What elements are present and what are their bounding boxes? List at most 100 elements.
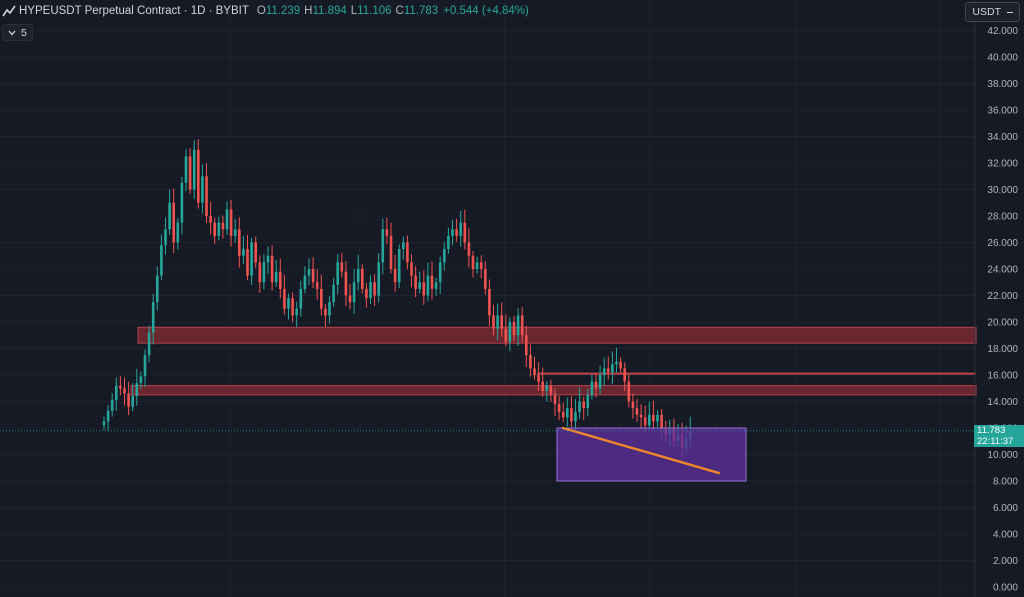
- change-value: +0.544 (+4.84%): [443, 5, 529, 17]
- candle-body: [143, 355, 147, 377]
- low-value: 11.106: [357, 5, 392, 17]
- candle-body: [192, 149, 196, 190]
- candle-body: [135, 382, 139, 397]
- price-tick-label: 18.000: [987, 344, 1018, 355]
- price-tick-label: 24.000: [987, 265, 1018, 276]
- candle-body: [479, 262, 483, 269]
- candle-body: [619, 361, 622, 369]
- candle-body: [656, 414, 659, 422]
- candle-body: [537, 375, 540, 382]
- candle-body: [393, 269, 397, 283]
- candle-body: [324, 308, 327, 316]
- candle-body: [496, 315, 499, 329]
- candle-body: [635, 408, 639, 415]
- candle-body: [426, 275, 430, 296]
- candle-body: [459, 222, 462, 236]
- price-tick-label: 30.000: [987, 185, 1018, 196]
- candle-body: [414, 275, 417, 289]
- price-tick-label: 36.000: [987, 106, 1018, 117]
- candle-body: [279, 271, 282, 289]
- symbol-title[interactable]: HYPEUSDT Perpetual Contract · 1D · BYBIT: [19, 5, 249, 17]
- candle-body: [369, 282, 372, 299]
- candle-body: [373, 282, 376, 296]
- candle-body: [430, 275, 434, 289]
- candle-body: [385, 229, 389, 236]
- close-label: C: [395, 5, 404, 17]
- symbol-legend: HYPEUSDT Perpetual Contract · 1D · BYBIT…: [2, 3, 531, 19]
- currency-selector[interactable]: USDT: [965, 2, 1020, 22]
- chart-grid: [0, 0, 975, 597]
- candle-body: [549, 385, 553, 395]
- candle-body: [631, 401, 635, 409]
- candle-body: [151, 302, 155, 333]
- candle-body: [340, 262, 344, 272]
- candle-body: [574, 412, 577, 422]
- candle-body: [287, 298, 290, 309]
- candle-body: [492, 315, 495, 329]
- price-tick-label: 42.000: [987, 26, 1018, 37]
- candle-body: [205, 176, 208, 216]
- candle-body: [176, 222, 180, 243]
- resistance-zone-upper[interactable]: [137, 326, 977, 344]
- candle-body: [229, 209, 233, 236]
- candle-body: [488, 288, 491, 316]
- candle-body: [582, 401, 585, 409]
- price-tick-label: 32.000: [987, 159, 1018, 170]
- candle-body: [299, 288, 303, 309]
- candle-body: [561, 412, 565, 418]
- candle-body: [615, 361, 618, 365]
- candle-body: [602, 368, 606, 375]
- chart-type-icon[interactable]: [2, 4, 16, 18]
- candle-body: [266, 255, 270, 263]
- candle-body: [578, 401, 581, 413]
- candle-body: [209, 216, 212, 223]
- candle-body: [217, 222, 221, 236]
- candle-body: [233, 229, 237, 236]
- candle-body: [607, 368, 610, 373]
- candle-body: [356, 269, 360, 283]
- price-tick-label: 6.000: [993, 503, 1018, 514]
- candle-body: [525, 335, 528, 356]
- candle-body: [283, 288, 286, 309]
- candle-body: [274, 271, 278, 283]
- price-tick-label: 40.000: [987, 53, 1018, 64]
- bar-countdown: 22:11:37: [977, 436, 1014, 447]
- price-tick-label: 22.000: [987, 291, 1018, 302]
- candle-body: [295, 308, 298, 316]
- resistance-zone-lower[interactable]: [130, 385, 977, 396]
- candle-body: [115, 385, 118, 401]
- candle-body: [328, 302, 331, 316]
- indicators-collapse-button[interactable]: 5: [2, 24, 33, 41]
- candle-body: [156, 275, 159, 303]
- candle-body: [102, 421, 106, 426]
- indicator-count: 5: [21, 26, 27, 39]
- candle-body: [529, 355, 532, 369]
- trendline-drawing[interactable]: [561, 426, 721, 475]
- candle-body: [377, 262, 380, 296]
- chart-drawings[interactable]: [556, 426, 747, 482]
- candle-body: [201, 176, 204, 203]
- price-tick-label: 0.000: [993, 583, 1018, 594]
- candle-body: [307, 269, 311, 276]
- candle-body: [164, 229, 167, 246]
- candle-body: [533, 368, 536, 375]
- candle-body: [389, 235, 393, 269]
- candle-body: [344, 271, 348, 296]
- candle-body: [168, 202, 171, 230]
- candle-body: [586, 394, 590, 409]
- candle-body: [422, 282, 426, 296]
- candle-body: [553, 394, 557, 405]
- price-tick-label: 38.000: [987, 79, 1018, 90]
- candle-body: [406, 242, 409, 263]
- candle-body: [467, 242, 471, 256]
- candle-body: [508, 322, 512, 342]
- candle-body: [303, 275, 307, 289]
- candle-body: [213, 222, 216, 236]
- candle-body: [652, 414, 655, 422]
- candle-body: [311, 269, 315, 283]
- candle-body: [402, 242, 405, 250]
- candle-body: [258, 262, 262, 283]
- support-resistance-zones[interactable]: [130, 326, 977, 396]
- candle-body: [110, 400, 114, 411]
